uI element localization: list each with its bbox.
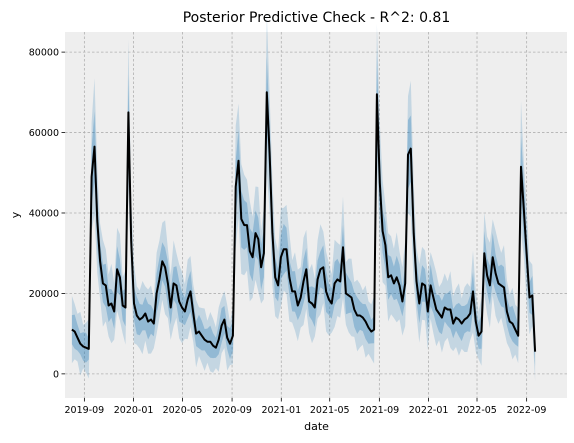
x-tick-label: 2020-01 xyxy=(114,405,154,416)
plot-area xyxy=(65,32,567,398)
observed-line xyxy=(71,91,537,352)
y-axis-ticks: 0 20000 40000 60000 80000 xyxy=(29,48,65,380)
y-tick-label: 0 xyxy=(53,369,59,380)
y-tick-label: 40000 xyxy=(29,208,59,219)
x-tick-label: 2021-05 xyxy=(310,405,350,416)
outer-credible-band xyxy=(71,13,536,382)
x-tick-label: 2019-09 xyxy=(65,405,105,416)
inner-credible-band xyxy=(71,53,536,366)
x-tick-label: 2022-09 xyxy=(507,405,547,416)
y-tick-label: 20000 xyxy=(29,289,59,300)
x-tick-label: 2021-09 xyxy=(360,405,400,416)
chart-title: Posterior Predictive Check - R^2: 0.81 xyxy=(183,10,451,26)
y-axis-label: y xyxy=(9,211,22,218)
posterior-bands xyxy=(71,13,536,382)
y-tick-label: 60000 xyxy=(29,128,59,139)
x-axis-label: date xyxy=(304,420,329,433)
x-tick-label: 2022-05 xyxy=(457,405,497,416)
grid xyxy=(65,32,567,398)
x-axis-ticks: 2019-09 2020-01 2020-05 2020-09 2021-01 2021-… xyxy=(65,398,547,416)
y-tick-label: 80000 xyxy=(29,48,59,59)
observed-series xyxy=(71,91,537,352)
x-tick-label: 2020-09 xyxy=(212,405,252,416)
x-tick-label: 2020-05 xyxy=(163,405,203,416)
x-tick-label: 2021-01 xyxy=(261,405,301,416)
x-tick-label: 2022-01 xyxy=(409,405,449,416)
